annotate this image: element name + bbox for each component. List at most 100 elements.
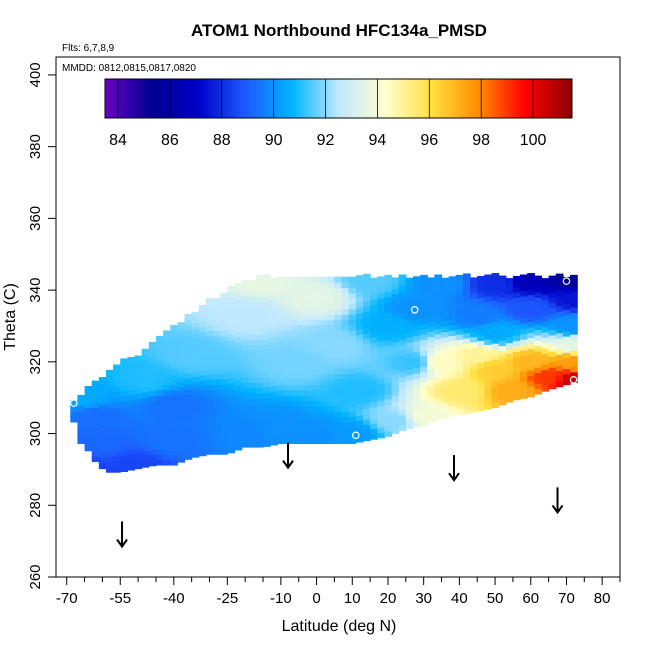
heatmap-cell [355,345,364,352]
heatmap-cell [391,417,400,424]
heatmap-cell [512,297,521,304]
heatmap-cell [398,376,407,383]
heatmap-cell [391,406,400,413]
heatmap-cell [270,358,278,365]
heatmap-cell [498,291,507,298]
heatmap-cell [412,346,421,353]
colorbar-segment [535,79,539,118]
heatmap-cell [505,326,514,333]
heatmap-cell [270,321,278,328]
heatmap-cell [270,439,278,446]
heatmap-cell [270,337,278,344]
heatmap-cell [341,438,350,445]
heatmap-cell [348,282,357,289]
heatmap-cell [362,365,371,372]
heatmap-cell [477,399,485,406]
heatmap-cell [491,294,500,301]
heatmap-cell [205,308,214,315]
heatmap-cell [512,394,521,401]
heatmap-cell [455,382,464,389]
heatmap-cell [248,285,257,292]
heatmap-cell [562,287,571,294]
heatmap-cell [298,384,307,391]
heatmap-cell [520,344,528,351]
heatmap-cell [227,329,236,335]
heatmap-cell [341,314,350,321]
heatmap-cell [470,325,478,332]
heatmap-cell [198,396,207,403]
heatmap-cell [391,374,400,381]
heatmap-cell [213,341,221,348]
heatmap-cell [512,335,521,342]
heatmap-cell [241,409,250,416]
heatmap-cell [298,341,307,348]
heatmap-cell [555,359,564,366]
heatmap-cell [184,383,193,390]
heatmap-cell [198,369,207,376]
heatmap-cell [498,345,507,352]
colorbar-segment [512,79,516,118]
heatmap-cell [362,338,371,345]
heatmap-cell [391,352,400,359]
heatmap-cell [541,315,550,322]
heatmap-cell [291,378,300,385]
heatmap-cell [305,362,314,369]
heatmap-cell [227,302,236,309]
heatmap-cell [541,294,550,301]
heatmap-cell [391,347,400,354]
heatmap-cell [448,297,457,304]
heatmap-cell [555,365,564,372]
heatmap-cell [220,314,228,321]
heatmap-cell [398,322,407,329]
heatmap-cell [127,356,136,363]
heatmap-cell [313,308,321,315]
heatmap-cell [420,398,428,405]
heatmap-cell [198,331,207,338]
colorbar-segment [476,79,480,118]
heatmap-cell [477,383,485,390]
heatmap-cell [498,361,507,368]
heatmap-cell [370,379,378,386]
heatmap-cell [234,422,243,429]
heatmap-cell [362,402,371,409]
heatmap-cell [391,363,400,370]
heatmap-cell [234,406,243,413]
heatmap-cell [405,342,414,349]
heatmap-cell [370,358,378,365]
heatmap-cell [498,313,507,320]
heatmap-cell [398,365,407,372]
heatmap-cell [148,411,157,418]
heatmap-cell [491,273,500,280]
heatmap-cell [512,372,521,379]
heatmap-cell [541,299,550,306]
heatmap-cell [113,455,121,462]
heatmap-cell [84,418,93,425]
heatmap-cell [355,372,364,379]
heatmap-cell [491,359,500,366]
heatmap-cell [155,351,164,358]
heatmap-cell [448,319,457,326]
heatmap-cell [248,414,257,421]
heatmap-cell [220,416,228,423]
heatmap-cell [113,375,121,382]
heatmap-cell [120,460,128,467]
heatmap-cell [348,411,357,418]
heatmap-cell [141,386,150,393]
heatmap-cell [105,375,114,382]
heatmap-cell [448,292,457,299]
colorbar-segment [133,79,137,118]
heatmap-cell [327,432,336,439]
heatmap-cell [120,406,128,413]
heatmap-cell [362,375,371,382]
heatmap-cell [255,291,264,297]
heatmap-cell [327,325,336,332]
heatmap-cell [377,383,386,390]
heatmap-cell [498,367,507,374]
heatmap-cell [320,319,328,326]
heatmap-cell [562,276,571,283]
heatmap-cell [305,351,314,358]
heatmap-cell [527,359,535,366]
colorbar-segment [416,79,420,118]
heatmap-cell [205,432,214,439]
heatmap-cell [384,430,393,437]
